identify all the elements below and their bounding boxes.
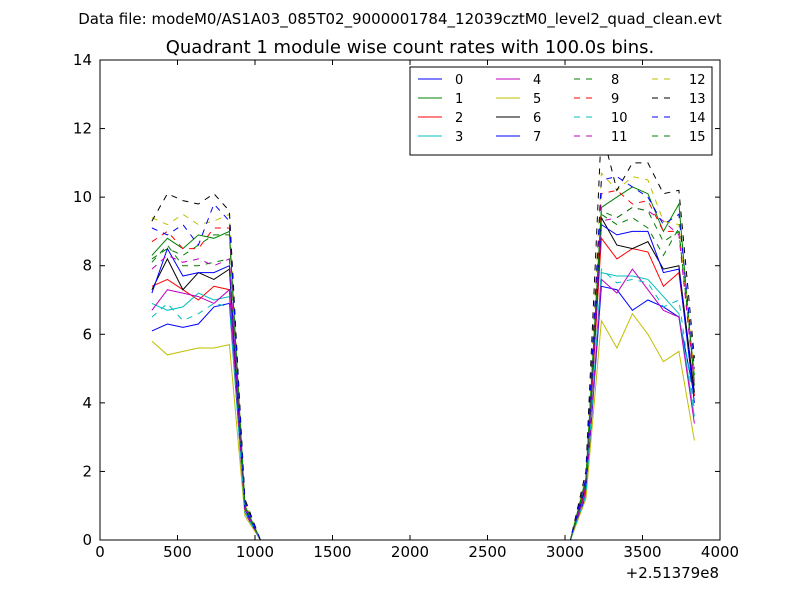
y-tick-label: 12	[73, 120, 92, 138]
legend-label-7: 7	[533, 130, 541, 145]
legend-label-0: 0	[455, 73, 463, 88]
x-tick-label: 1500	[313, 543, 351, 561]
y-tick-label: 10	[73, 188, 92, 206]
legend-label-3: 3	[455, 130, 463, 145]
plot-frame	[99, 59, 721, 541]
x-tick-label: 1000	[236, 543, 274, 561]
y-tick-label: 8	[82, 257, 92, 275]
legend-label-4: 4	[533, 73, 541, 88]
legend-label-6: 6	[533, 111, 541, 126]
y-tick-label: 4	[82, 394, 92, 412]
y-tick-label: 2	[82, 462, 92, 480]
legend-label-5: 5	[533, 92, 541, 107]
x-tick-label: 500	[163, 543, 192, 561]
y-tick-label: 0	[82, 531, 92, 549]
x-tick-label: 2000	[391, 543, 429, 561]
series-line-15	[151, 206, 695, 541]
legend-label-12: 12	[689, 73, 706, 88]
x-tick-label: 0	[95, 543, 105, 561]
legend-label-9: 9	[611, 92, 619, 107]
legend-label-13: 13	[689, 92, 706, 107]
legend-box	[409, 66, 713, 156]
legend-label-15: 15	[689, 130, 706, 145]
x-tick-label: 3000	[546, 543, 584, 561]
legend-label-2: 2	[455, 111, 463, 126]
x-offset-label: +2.51379e8	[626, 564, 719, 582]
x-tick-label: 2500	[468, 543, 506, 561]
legend-label-14: 14	[689, 111, 706, 126]
legend-label-8: 8	[611, 73, 619, 88]
chart-title: Quadrant 1 module wise count rates with …	[166, 37, 655, 58]
legend-label-11: 11	[611, 130, 628, 145]
x-tick-label: 3500	[623, 543, 661, 561]
y-tick-label: 14	[73, 51, 92, 69]
y-tick-label: 6	[82, 325, 92, 343]
data-file-title: Data file: modeM0/AS1A03_085T02_90000017…	[78, 10, 722, 29]
legend-label-1: 1	[455, 92, 463, 107]
legend-label-10: 10	[611, 111, 628, 126]
x-tick-label: 4000	[701, 543, 739, 561]
ticks-layer: 0 500 1000 1500 2000 2500 3000 3500 400002468101…	[73, 51, 739, 561]
